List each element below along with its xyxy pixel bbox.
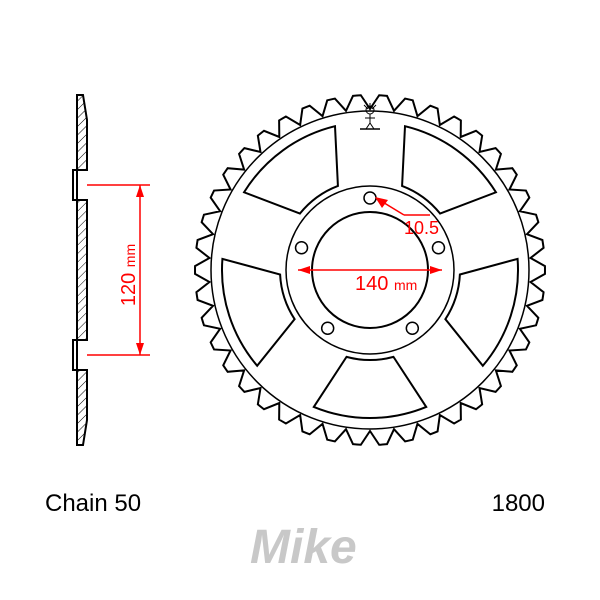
diagram-canvas: 120 mm 140 mm 10.5 Chain 50 1800 Mike	[0, 0, 600, 600]
chain-spec-label: Chain 50	[45, 490, 141, 518]
part-number-label: 1800	[492, 490, 545, 518]
